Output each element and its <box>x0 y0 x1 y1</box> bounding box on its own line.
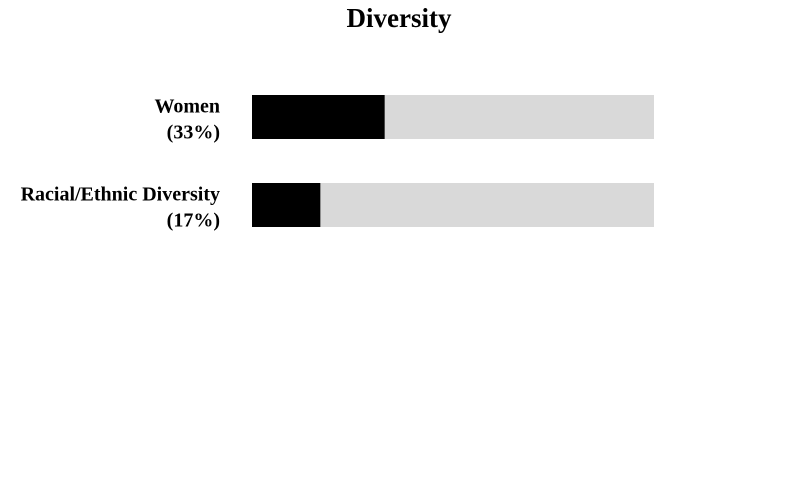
category-label: Racial/Ethnic Diversity <box>21 184 220 206</box>
value-label: (17%) <box>167 210 220 232</box>
chart-title: Diversity <box>347 3 452 33</box>
value-label: (33%) <box>167 122 220 144</box>
category-label: Women <box>154 96 220 118</box>
bar <box>252 183 321 227</box>
bar <box>252 95 385 139</box>
